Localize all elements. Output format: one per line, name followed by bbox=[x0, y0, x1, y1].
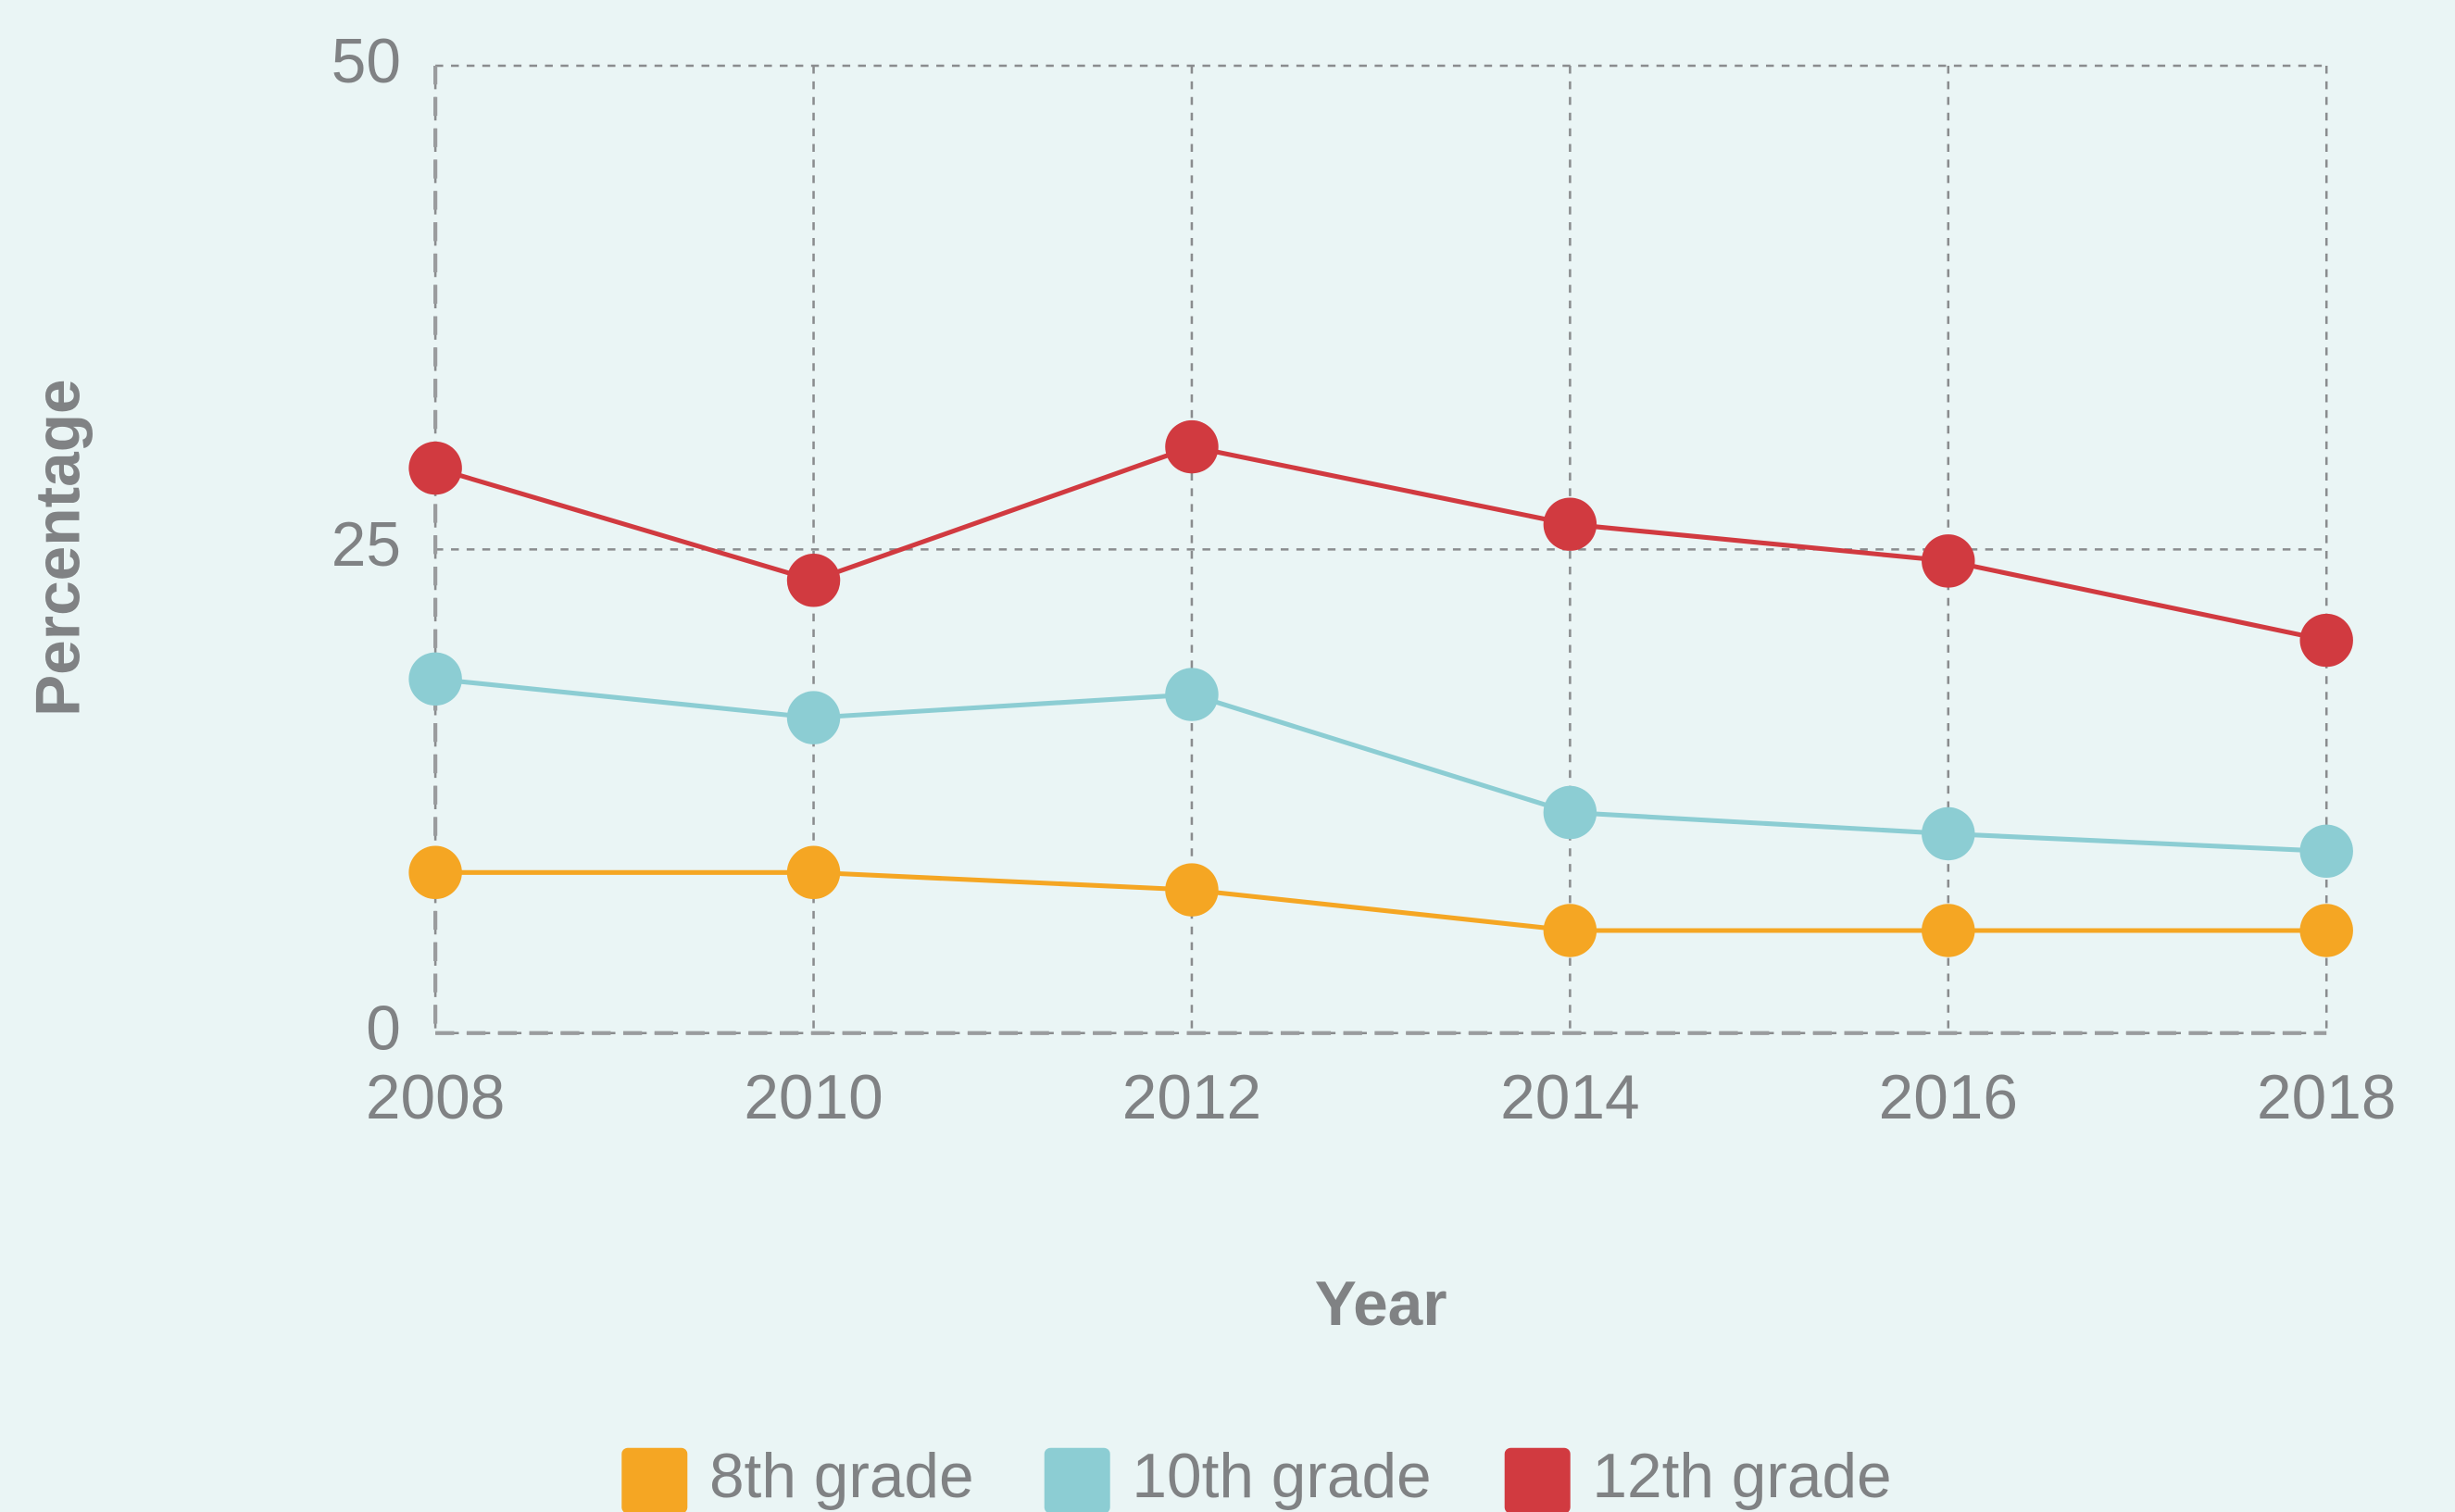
x-tick-label: 2008 bbox=[366, 1063, 505, 1132]
legend-swatch bbox=[621, 1447, 688, 1512]
legend-label: 8th grade bbox=[709, 1442, 974, 1511]
x-tick-label: 2012 bbox=[1122, 1063, 1261, 1132]
x-tick-label: 2016 bbox=[1879, 1063, 2018, 1132]
data-point bbox=[2299, 904, 2353, 957]
data-point bbox=[1543, 904, 1597, 957]
x-tick-label: 2018 bbox=[2257, 1063, 2396, 1132]
x-axis-label: Year bbox=[1315, 1269, 1447, 1339]
series-line bbox=[434, 444, 2327, 644]
y-axis-label: Percentage bbox=[24, 379, 94, 717]
data-point bbox=[408, 441, 462, 495]
data-point bbox=[786, 691, 841, 744]
legend-swatch bbox=[1504, 1447, 1571, 1512]
x-tick-label: 2014 bbox=[1500, 1063, 1639, 1132]
data-point bbox=[2299, 613, 2353, 668]
data-point bbox=[408, 845, 462, 900]
data-point bbox=[2299, 824, 2353, 879]
series-line bbox=[434, 676, 2327, 854]
y-tick-label: 25 bbox=[332, 510, 401, 580]
legend-label: 10th grade bbox=[1132, 1442, 1431, 1511]
data-point bbox=[408, 652, 462, 706]
data-point bbox=[1543, 785, 1597, 840]
y-tick-label: 50 bbox=[332, 27, 401, 96]
data-point bbox=[1922, 806, 1975, 861]
data-point bbox=[1165, 863, 1219, 917]
data-point bbox=[1922, 534, 1975, 588]
series-line bbox=[435, 869, 2327, 933]
data-point bbox=[786, 845, 841, 900]
legend-swatch bbox=[1044, 1447, 1110, 1512]
data-point bbox=[1543, 497, 1597, 551]
y-tick-label: 0 bbox=[366, 994, 401, 1064]
data-point bbox=[1165, 419, 1219, 474]
x-tick-label: 2010 bbox=[744, 1063, 883, 1132]
data-point bbox=[786, 554, 841, 607]
data-point bbox=[1165, 668, 1219, 721]
data-point bbox=[1922, 904, 1975, 957]
legend-label: 12th grade bbox=[1592, 1442, 1891, 1511]
